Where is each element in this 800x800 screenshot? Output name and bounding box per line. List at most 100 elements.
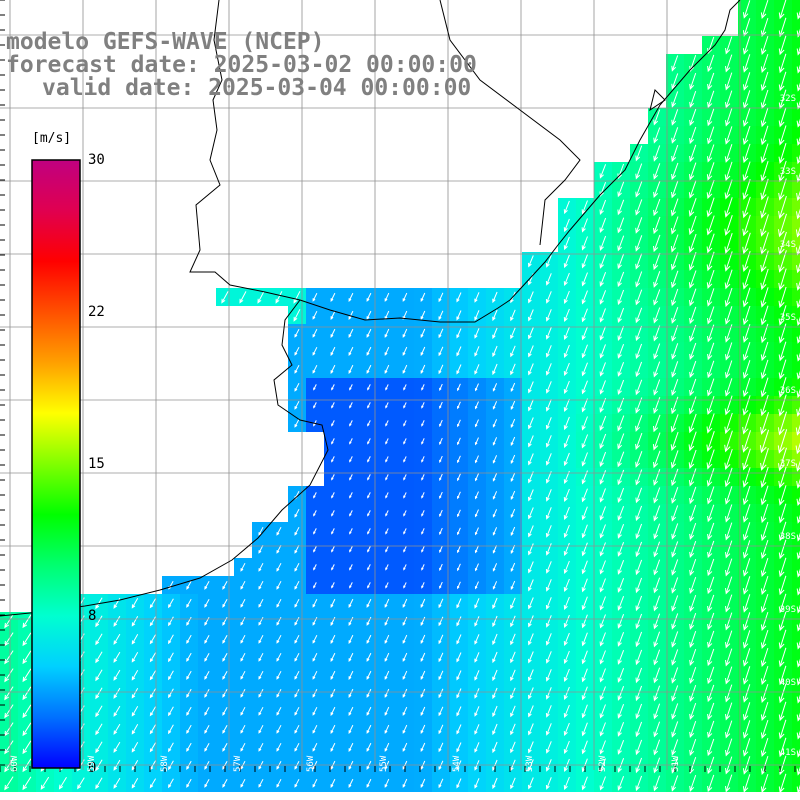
wind-arrow [438, 778, 444, 789]
wind-arrow [563, 254, 570, 269]
wind-arrow [240, 562, 246, 572]
wind-arrow [635, 631, 643, 648]
wind-arrow [581, 704, 588, 719]
wind-arrow [599, 308, 606, 323]
wind-arrow [796, 46, 800, 56]
wind-arrow [313, 528, 317, 535]
wind-arrow [403, 528, 407, 535]
wind-arrow [653, 216, 661, 235]
wind-arrow [313, 546, 317, 553]
wind-arrow [204, 652, 210, 662]
wind-arrow [707, 720, 715, 739]
wind-arrow [599, 235, 607, 251]
wind-arrow [474, 724, 480, 735]
wind-arrow [760, 539, 769, 559]
wind-arrow [778, 268, 787, 291]
wind-arrow [456, 670, 462, 681]
wind-arrow [348, 310, 354, 320]
wind-arrow [293, 309, 301, 322]
wind-arrow [149, 652, 157, 663]
lat-label: 38S [779, 532, 796, 542]
wind-arrow [222, 742, 228, 752]
wind-arrow [778, 629, 787, 650]
wind-arrow [760, 305, 769, 326]
wind-arrow [330, 652, 336, 662]
wind-arrow [240, 580, 246, 590]
wind-arrow [349, 492, 353, 499]
wind-arrow [258, 580, 264, 590]
wind-arrow [95, 741, 103, 754]
wind-arrow [402, 778, 408, 788]
wind-arrow [581, 218, 588, 233]
wind-arrow [149, 724, 157, 735]
wind-arrow [742, 54, 751, 73]
wind-arrow [671, 144, 679, 162]
wind-arrow [778, 503, 787, 524]
wind-arrow [367, 564, 371, 571]
wind-arrow [312, 778, 318, 788]
wind-arrow [778, 557, 787, 578]
wind-arrow [402, 742, 408, 752]
wind-arrow [760, 683, 769, 703]
wind-arrow [725, 54, 733, 73]
wind-arrow [294, 346, 300, 356]
wind-arrow [367, 384, 371, 391]
wind-arrow [635, 361, 643, 378]
lon-label: 54W [452, 755, 462, 772]
wind-arrow [366, 634, 372, 644]
colorbar-unit: [m/s] [32, 131, 72, 146]
wind-arrow [510, 597, 516, 610]
wind-arrow [742, 360, 751, 379]
wind-arrow [617, 506, 625, 521]
wind-arrow [581, 686, 588, 701]
wind-arrow [581, 614, 588, 629]
wind-arrow [671, 739, 679, 756]
wind-arrow [599, 740, 606, 755]
wind-arrow [796, 154, 800, 165]
wind-arrow [725, 504, 733, 523]
wind-arrow [510, 454, 516, 464]
wind-arrow [778, 665, 787, 686]
wind-arrow [131, 598, 139, 609]
wind-cell [792, 468, 800, 486]
wind-arrow [367, 420, 371, 427]
wind-arrow [653, 469, 661, 486]
wind-arrow [510, 633, 516, 646]
wind-arrow [707, 90, 715, 109]
wind-arrow [474, 455, 479, 464]
wind-arrow [402, 328, 408, 338]
wind-arrow [313, 492, 317, 499]
wind-arrow [402, 652, 408, 662]
wind-arrow [581, 524, 588, 539]
wind-arrow [528, 291, 534, 304]
wind-arrow [689, 360, 697, 378]
map-title-model: modelo GEFS-WAVE (NCEP) [6, 29, 325, 55]
wind-arrow [796, 100, 800, 110]
wind-cell [792, 594, 800, 612]
wind-cell [792, 720, 800, 738]
wind-arrow [312, 310, 318, 320]
wind-arrow [528, 687, 534, 700]
wind-arrow [671, 685, 679, 702]
wind-arrow [186, 616, 192, 626]
wind-arrow [131, 634, 139, 645]
wind-arrow [420, 616, 426, 627]
wind-arrow [707, 378, 715, 397]
wind-arrow [545, 255, 552, 268]
wind-arrow [742, 342, 751, 361]
wind-arrow [528, 417, 534, 430]
wind-arrow [617, 740, 625, 755]
wind-arrow [778, 53, 787, 74]
wind-cell [792, 612, 800, 630]
wind-arrow [760, 287, 769, 308]
wind-arrow [563, 506, 570, 521]
wind-cell [792, 270, 800, 288]
wind-arrow [760, 35, 769, 55]
wind-arrow [384, 346, 390, 356]
wind-arrow [257, 291, 265, 304]
wind-arrow [149, 616, 157, 627]
wind-arrow [671, 396, 679, 415]
wind-arrow [724, 467, 733, 488]
wind-arrow [653, 649, 661, 666]
wind-arrow [653, 127, 661, 144]
